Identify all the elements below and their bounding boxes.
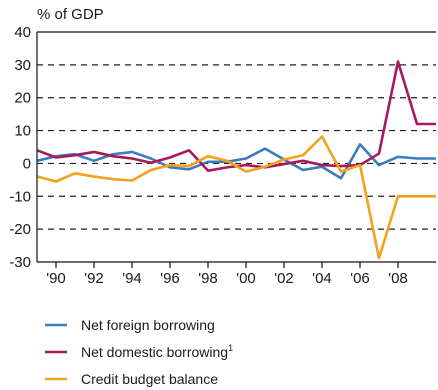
y-tick-label: 20 bbox=[14, 90, 31, 107]
series-line-2 bbox=[37, 60, 436, 172]
series-lines bbox=[37, 60, 436, 260]
axes bbox=[36, 31, 436, 268]
legend-footnote-marker: 1 bbox=[228, 343, 233, 353]
x-tick-label: '08 bbox=[388, 270, 408, 287]
y-tick-labels: 40 30 20 10 0 -10 -20 -30 bbox=[9, 24, 31, 271]
x-tick-label: '02 bbox=[274, 270, 294, 287]
x-tick-label: '06 bbox=[350, 270, 370, 287]
y-tick-label: 10 bbox=[14, 123, 31, 140]
x-tick-labels: '90 '92 '94 '96 '98 '00 '02 '04 '06 '08 bbox=[46, 270, 408, 287]
x-tick-label: '98 bbox=[198, 270, 218, 287]
legend: Net foreign borrowing Net domestic borrow… bbox=[45, 317, 233, 387]
x-tick-label: '96 bbox=[160, 270, 180, 287]
y-tick-label: 30 bbox=[14, 57, 31, 74]
series-line-1 bbox=[37, 143, 436, 180]
series-line-3 bbox=[37, 135, 436, 260]
legend-label-1: Net foreign borrowing bbox=[81, 317, 215, 333]
y-axis-unit-label: % of GDP bbox=[37, 6, 104, 23]
x-tick-label: '90 bbox=[46, 270, 66, 287]
x-tick-label: '92 bbox=[84, 270, 104, 287]
legend-label-3: Credit budget balance bbox=[81, 371, 218, 387]
x-tick-label: '04 bbox=[312, 270, 332, 287]
y-tick-label: -10 bbox=[9, 188, 31, 205]
x-tick-label: '94 bbox=[122, 270, 142, 287]
x-tick-label: '00 bbox=[236, 270, 256, 287]
y-tick-label: -30 bbox=[9, 254, 31, 271]
y-tick-label: -20 bbox=[9, 221, 31, 238]
legend-label-2: Net domestic borrowing1 bbox=[81, 343, 233, 360]
y-tick-label: 40 bbox=[14, 24, 31, 41]
y-tick-label: 0 bbox=[23, 155, 31, 172]
grid-lines bbox=[37, 64, 436, 230]
